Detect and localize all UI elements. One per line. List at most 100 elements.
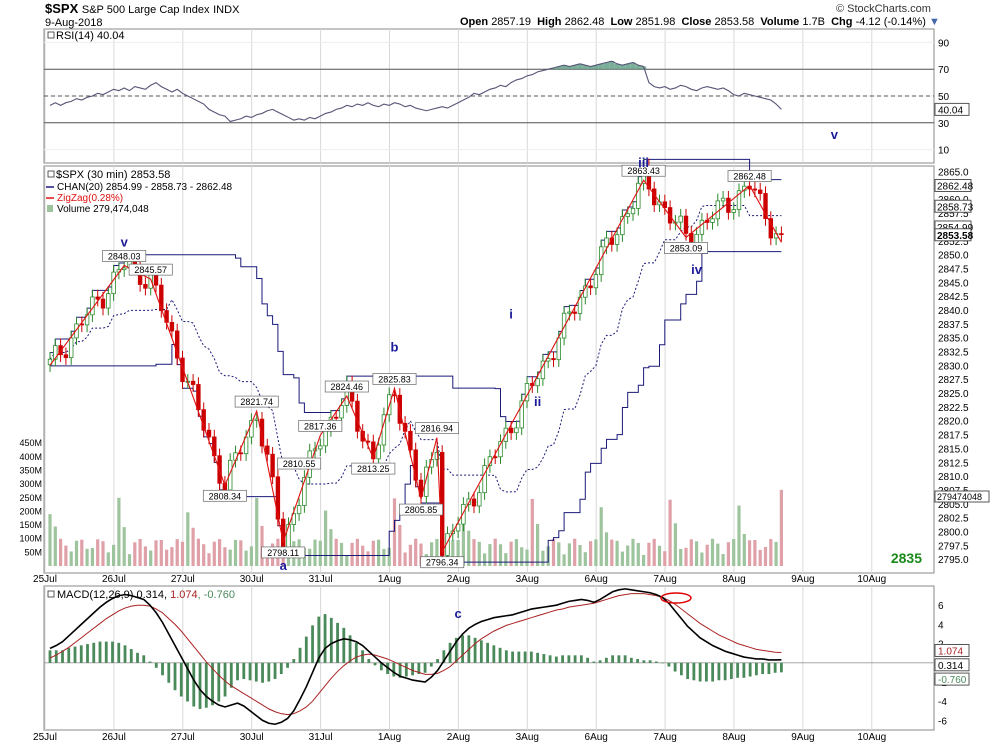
macd-histogram-bar bbox=[667, 662, 671, 667]
macd-histogram-bar bbox=[148, 661, 152, 663]
candle-body bbox=[180, 357, 185, 383]
candle-body bbox=[302, 477, 307, 506]
macd-histogram-bar bbox=[342, 627, 346, 663]
volume-bar bbox=[488, 544, 492, 566]
macd-histogram-bar bbox=[217, 662, 221, 702]
macd-histogram-bar bbox=[492, 645, 496, 663]
macd-last-value: 1.074 bbox=[938, 646, 963, 657]
pivot-label: 2813.25 bbox=[351, 462, 396, 475]
volume-bar bbox=[679, 548, 683, 566]
price-panel-frame bbox=[43, 165, 935, 574]
macd-histogram-bar bbox=[554, 656, 558, 663]
candle-body bbox=[275, 476, 281, 520]
volume-bar bbox=[191, 527, 195, 566]
volume-bar bbox=[308, 548, 312, 566]
candle-body bbox=[418, 479, 424, 497]
volume-bar bbox=[551, 538, 556, 566]
macd-histogram-bar bbox=[67, 647, 71, 663]
volume-bar bbox=[742, 533, 746, 566]
x-tick-label-price: 8Aug bbox=[722, 574, 745, 585]
volume-bar bbox=[647, 542, 651, 566]
macd-histogram-bar bbox=[454, 637, 458, 663]
volume-bar bbox=[382, 548, 386, 566]
wave-label: a bbox=[280, 558, 288, 573]
volume-bar bbox=[260, 525, 264, 566]
volume-bar bbox=[329, 529, 333, 566]
macd-histogram-bar bbox=[592, 661, 596, 663]
high-label: High bbox=[537, 16, 562, 28]
candle-body bbox=[636, 182, 641, 209]
volume-bar bbox=[769, 539, 773, 566]
pivot-label: 2824.46 bbox=[324, 380, 369, 393]
macd-histogram-bar bbox=[611, 655, 615, 663]
macd-histogram-bar bbox=[729, 662, 733, 680]
x-tick-label-macd: 25Jul bbox=[33, 732, 57, 743]
volume-bar bbox=[779, 489, 783, 566]
pivot-label-text: 2816.94 bbox=[421, 424, 454, 434]
pivot-label: 2863.43 bbox=[621, 164, 666, 177]
macd-histogram-bar bbox=[461, 635, 464, 663]
macd-histogram-bar bbox=[304, 636, 308, 663]
price-tick-label: 2797.5 bbox=[938, 541, 969, 552]
price-tick-label: 2835.0 bbox=[938, 334, 969, 345]
price-last-box bbox=[934, 178, 972, 192]
macd-histogram-bar bbox=[254, 662, 258, 682]
pivot-label-box bbox=[324, 380, 369, 393]
volume-bar bbox=[663, 551, 667, 566]
volume-bar bbox=[483, 553, 487, 566]
pivot-label: 2808.34 bbox=[202, 489, 247, 502]
macd-histogram-bar bbox=[73, 646, 77, 663]
price-last-value: 2862.48 bbox=[937, 181, 974, 192]
volume-bar bbox=[578, 544, 582, 566]
macd-histogram-bar bbox=[317, 616, 321, 663]
zigzag-line bbox=[49, 179, 782, 554]
pivot-label-box bbox=[102, 250, 147, 262]
index-name: S&P 500 Large Cap Index bbox=[81, 4, 210, 16]
volume-bar bbox=[652, 538, 656, 566]
volume-bar bbox=[398, 524, 402, 566]
macd-histogram-bar bbox=[780, 662, 783, 673]
volume-bar bbox=[149, 550, 153, 566]
volume-bar bbox=[620, 551, 624, 566]
volume-bar bbox=[212, 541, 216, 566]
pivot-label: 2862.48 bbox=[727, 170, 772, 182]
channel-lower bbox=[50, 251, 782, 563]
pivot-label-box bbox=[727, 170, 772, 182]
macd-histogram-bar bbox=[529, 651, 533, 663]
chevron-down-icon[interactable]: ▼ bbox=[928, 16, 940, 28]
candle-body bbox=[333, 416, 339, 419]
x-tick-label-price: 7Aug bbox=[653, 574, 676, 585]
volume-bar bbox=[101, 541, 105, 566]
volume-bar bbox=[732, 538, 736, 566]
volume-tick-label: 350M bbox=[19, 465, 42, 475]
chart-title: $SPX S&P 500 Large Cap Index INDX bbox=[45, 1, 239, 16]
rsi-overbought-fill bbox=[550, 61, 647, 70]
macd-tick-label: -4 bbox=[938, 697, 947, 708]
channel-legend: CHAN(20) 2854.99 - 2858.73 - 2862.48 bbox=[57, 182, 233, 193]
credit-link[interactable]: © StockCharts.com bbox=[836, 3, 931, 15]
macd-legend-marker bbox=[47, 590, 55, 598]
candle-body bbox=[699, 219, 705, 235]
price-tick-label: 2837.5 bbox=[938, 320, 969, 331]
x-tick-label-macd: 30Jul bbox=[240, 732, 264, 743]
macd-histogram-bar bbox=[711, 662, 715, 682]
pivot-label-box bbox=[372, 373, 417, 385]
pivot-label-box bbox=[128, 263, 173, 276]
ohlc-bar: Open 2857.19 High 2862.48 Low 2851.98 Cl… bbox=[460, 16, 940, 28]
pivot-label-box bbox=[664, 242, 708, 254]
candle-body bbox=[683, 215, 689, 234]
price-tick-label: 2822.5 bbox=[938, 403, 969, 414]
macd-histogram-bar bbox=[392, 662, 396, 677]
volume-bar bbox=[53, 526, 57, 566]
x-tick-label-macd: 1Aug bbox=[378, 732, 401, 743]
pivot-label: 2816.94 bbox=[414, 422, 459, 435]
volume-bar bbox=[159, 539, 163, 566]
rsi-tick-label: 90 bbox=[938, 38, 950, 49]
rsi-tick-label: 70 bbox=[938, 65, 950, 76]
price-tick-label: 2802.5 bbox=[938, 514, 969, 525]
macd-histogram-bar bbox=[617, 655, 621, 663]
pivot-label: 2798.11 bbox=[261, 546, 306, 559]
macd-histogram-bar bbox=[173, 662, 177, 691]
macd-histogram-bar bbox=[423, 662, 427, 673]
volume-bar bbox=[430, 542, 434, 566]
